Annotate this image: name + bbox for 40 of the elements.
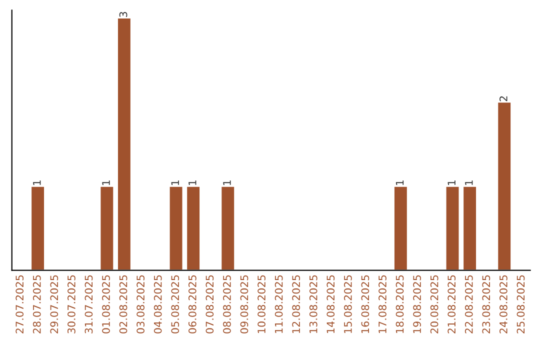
x-tick-label: 16.08.2025 <box>361 275 370 333</box>
x-tick-label: 04.08.2025 <box>154 275 162 334</box>
x-tick-label: 19.08.2025 <box>413 275 421 333</box>
x-tick-label: 28.07.2025 <box>32 275 41 334</box>
data-label: 1 <box>171 180 179 185</box>
x-tick-label: 14.08.2025 <box>326 275 335 333</box>
data-label: 1 <box>465 180 473 185</box>
x-tick-label: 02.08.2025 <box>119 275 128 334</box>
x-tick-label: 25.08.2025 <box>516 275 525 334</box>
x-tick-label: 17.08.2025 <box>378 275 386 333</box>
x-tick-label: 31.07.2025 <box>84 275 93 334</box>
x-tick-label: 30.07.2025 <box>68 275 76 334</box>
x-tick-label: 06.08.2025 <box>188 275 196 334</box>
x-tick-label: 11.08.2025 <box>274 275 283 333</box>
x-tick-label: 29.07.2025 <box>50 275 58 334</box>
x-tick-label: 08.08.2025 <box>223 275 231 334</box>
x-tick-label: 24.08.2025 <box>500 275 508 334</box>
data-label: 1 <box>102 180 110 185</box>
x-tick-label: 09.08.2025 <box>240 275 248 334</box>
x-tick-label: 18.08.2025 <box>396 275 404 333</box>
data-label: 1 <box>448 180 456 185</box>
x-tick-label: 27.07.2025 <box>16 275 24 334</box>
data-label: 3 <box>119 12 128 17</box>
x-tick-label: 21.08.2025 <box>448 275 456 334</box>
x-tick-label: 23.08.2025 <box>482 275 490 334</box>
x-tick-label: 22.08.2025 <box>464 275 473 334</box>
x-tick-label: 13.08.2025 <box>309 275 318 333</box>
data-label: 1 <box>33 180 41 185</box>
x-tick-label: 07.08.2025 <box>206 275 214 334</box>
data-label: 2 <box>500 96 508 102</box>
x-tick-label: 05.08.2025 <box>171 275 180 334</box>
data-label: 1 <box>223 180 231 185</box>
x-tick-label: 03.08.2025 <box>136 275 144 334</box>
x-tick-label: 01.08.2025 <box>102 275 110 334</box>
x-tick-label: 15.08.2025 <box>344 275 352 333</box>
data-label: 1 <box>188 180 196 185</box>
x-tick-label: 20.08.2025 <box>430 275 438 334</box>
data-label: 1 <box>396 180 404 185</box>
x-tick-label: 12.08.2025 <box>292 275 300 333</box>
x-tick-label: 10.08.2025 <box>258 275 266 333</box>
